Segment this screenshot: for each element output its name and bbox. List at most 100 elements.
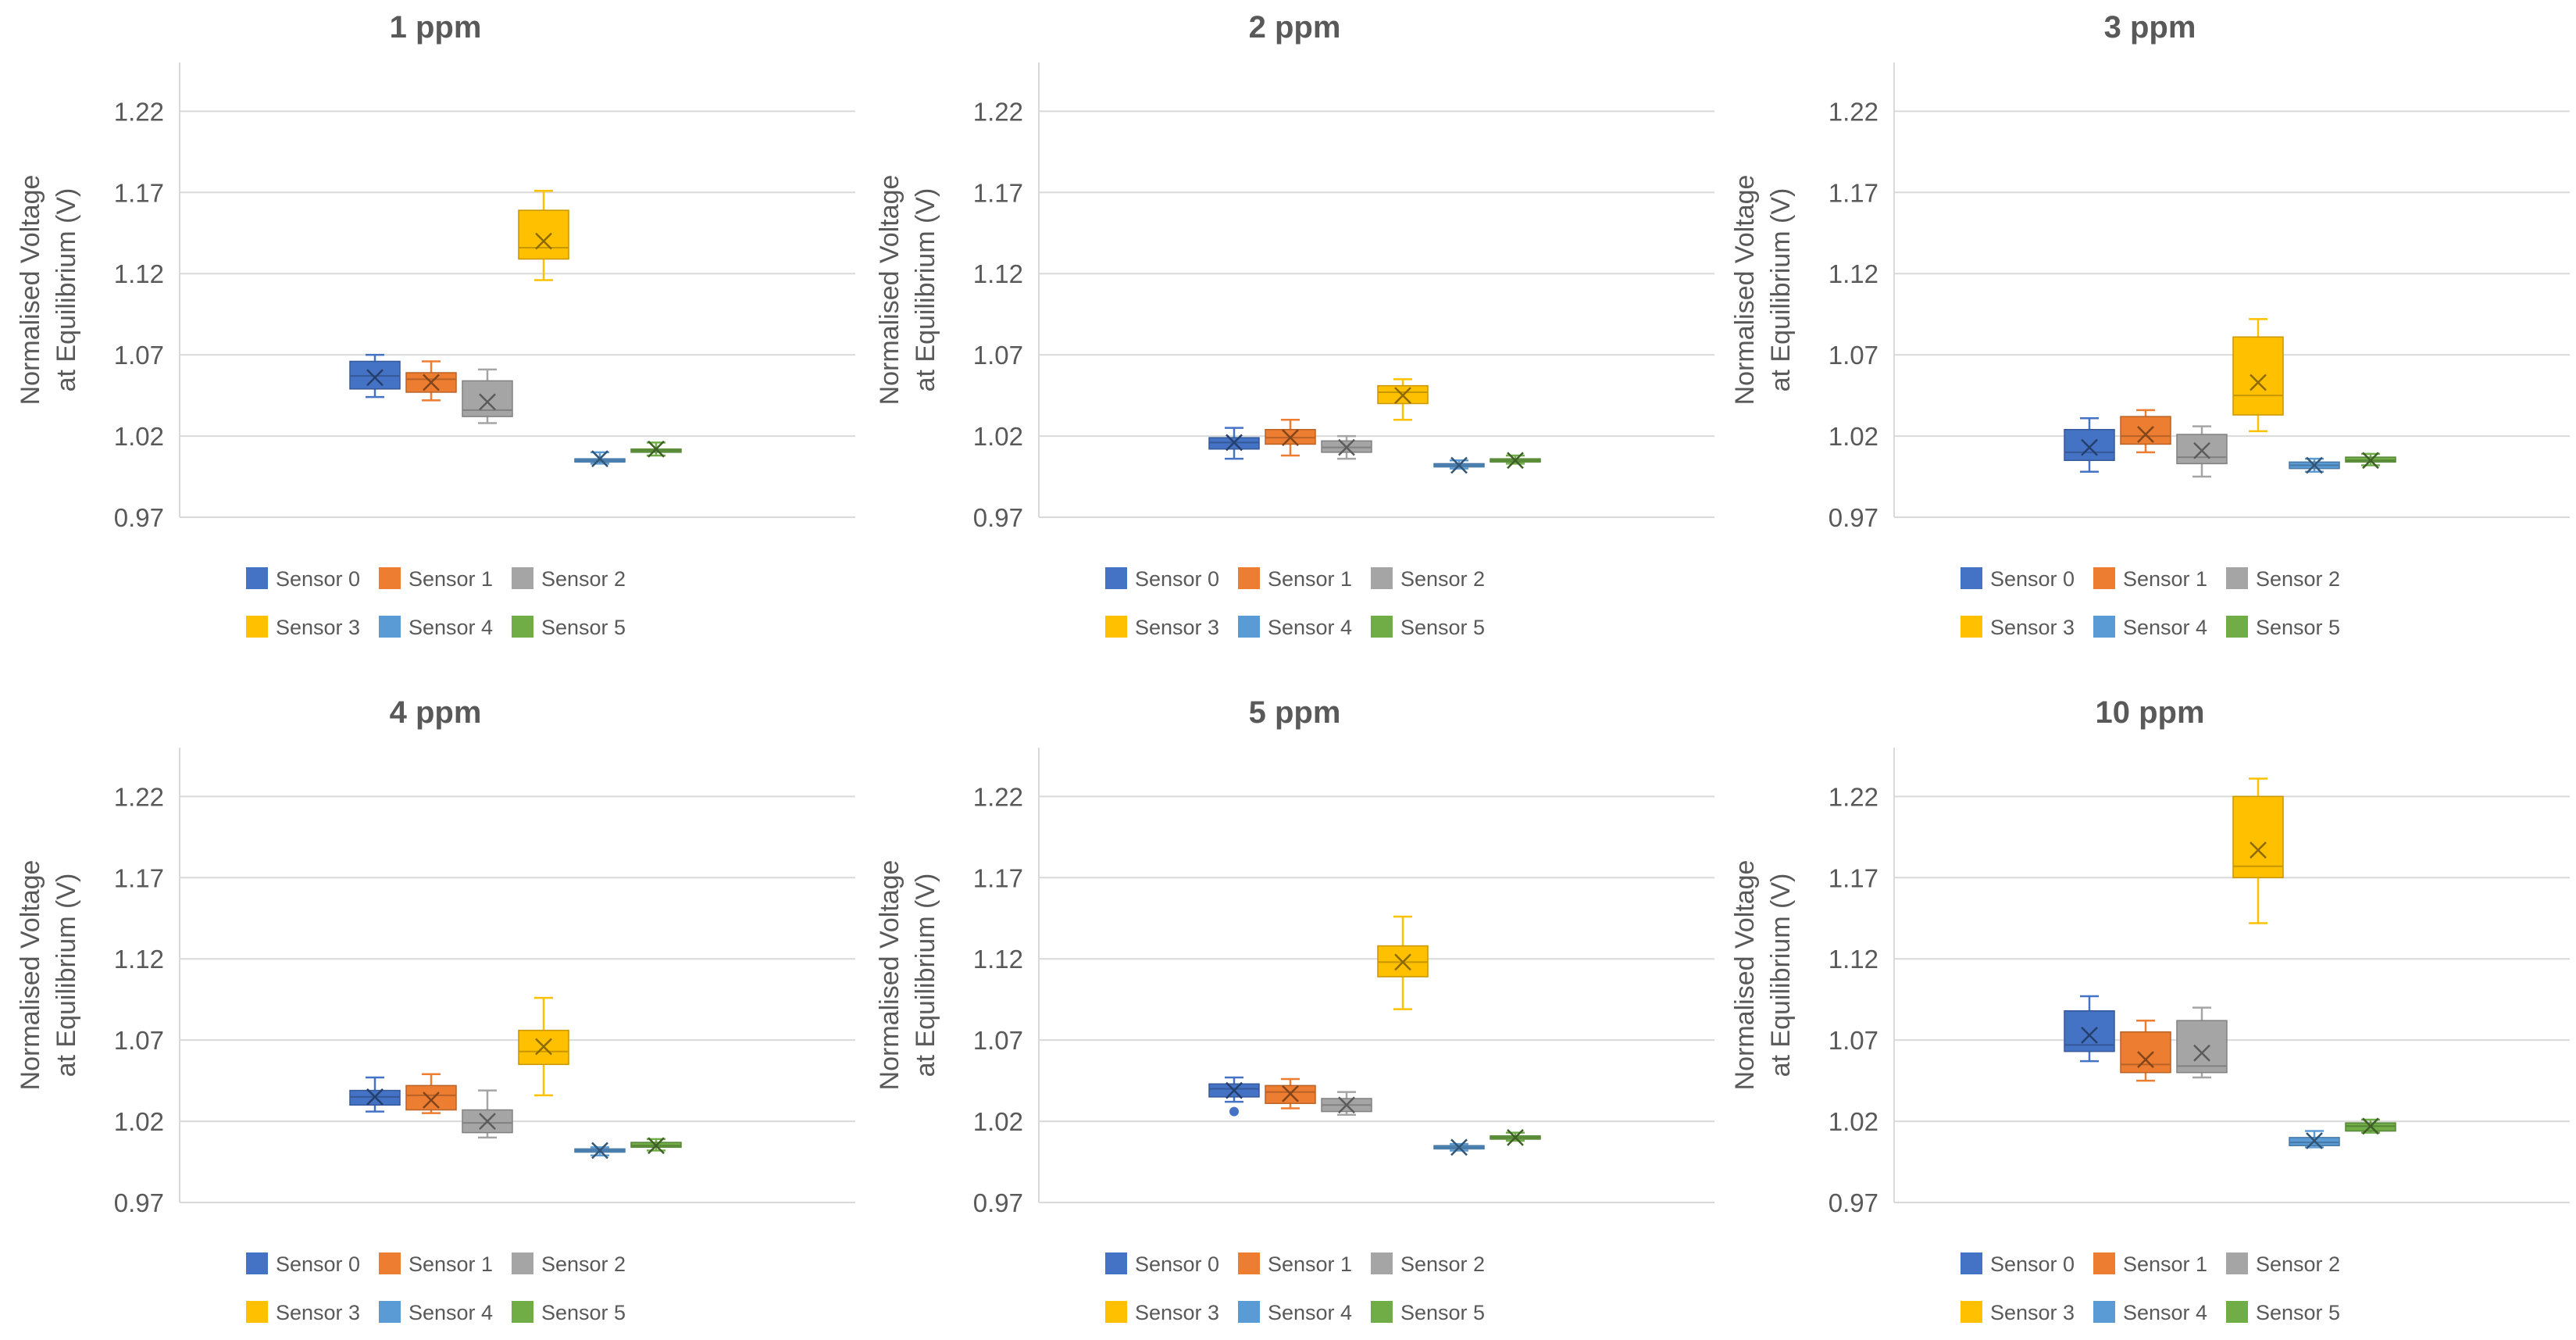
mean-marker-stroke [535,232,552,250]
y-axis-label-line1: Normalised Voltage [1730,175,1760,406]
box-sensor-2 [1321,434,1372,460]
y-axis-label: Normalised Voltage at Equilibrium (V) [1730,175,1796,406]
legend-label: Sensor 4 [2123,616,2207,639]
mean-marker-stroke [366,369,384,387]
legend: Sensor 0 Sensor 1 Sensor 2 Sensor 3 Sensor 4… [246,1252,626,1324]
legend-label: Sensor 5 [2256,1301,2340,1324]
y-tick-label: 1.12 [973,259,1023,288]
legend-item: Sensor 2 [2226,1252,2340,1276]
legend-item: Sensor 4 [1238,616,1352,639]
y-tick-label: 1.22 [973,782,1023,811]
legend-swatch [1105,616,1127,638]
legend-swatch [1105,1252,1127,1274]
y-tick-label: 1.17 [114,178,164,207]
outlier-point [1229,1106,1239,1117]
mean-marker [2306,456,2323,474]
box-sensor-4 [1433,456,1485,474]
y-tick-label: 1.02 [1829,422,1878,451]
y-tick-label: 1.02 [114,1107,164,1136]
y-tick-label: 1.02 [973,422,1023,451]
legend-swatch [2226,616,2248,638]
y-tick-label: 0.97 [973,503,1023,532]
chart-title: 2 ppm [1249,10,1341,45]
legend-item: Sensor 4 [2093,616,2207,639]
legend-item: Sensor 1 [1238,567,1352,591]
mean-marker-stroke [366,1088,384,1106]
mean-marker-stroke [1282,429,1299,447]
legend-label: Sensor 1 [2123,567,2207,591]
legend-item: Sensor 1 [379,1252,493,1276]
chart-title: 4 ppm [390,695,482,730]
y-axis-label-line1: Normalised Voltage [875,860,904,1091]
box-sensor-1 [1265,419,1316,457]
legend-swatch [2226,1301,2248,1323]
mean-marker [479,1113,496,1130]
box-iqr [2232,795,2284,879]
mean-marker-stroke [535,1038,552,1056]
mean-marker [2362,1117,2379,1135]
chart-title: 5 ppm [1249,695,1341,730]
mean-marker [2250,373,2267,391]
mean-marker [1282,429,1299,447]
legend-item: Sensor 5 [2226,1301,2340,1324]
y-axis-label-line2: at Equilibrium (V) [911,188,940,392]
mean-marker [648,1137,665,1155]
y-tick-label: 1.12 [1829,259,1878,288]
box-sensor-2 [2176,1006,2228,1079]
y-tick-label: 1.17 [114,863,164,892]
mean-marker [2137,426,2154,443]
mean-marker [2193,441,2210,459]
mean-marker-stroke [2081,1027,2098,1044]
box-sensor-5 [1490,1128,1541,1146]
mean-marker-stroke [2306,456,2323,474]
box-sensor-4 [2289,456,2340,474]
y-tick-label: 0.97 [1829,1188,1878,1217]
y-axis-label: Normalised Voltage at Equilibrium (V) [875,175,940,406]
mean-marker-stroke [423,1092,440,1109]
legend-item: Sensor 0 [1105,1252,1219,1276]
legend-item: Sensor 5 [1371,616,1485,639]
legend: Sensor 0 Sensor 1 Sensor 2 Sensor 3 Sensor 4… [1961,567,2340,639]
legend-swatch [2093,616,2115,638]
mean-marker [2306,1132,2323,1149]
legend-swatch [1371,567,1393,589]
mean-marker-stroke [648,1137,665,1155]
mean-marker-stroke [1450,456,1468,474]
legend-label: Sensor 4 [2123,1301,2207,1324]
box-iqr [518,209,569,260]
box-iqr [462,380,513,417]
legend: Sensor 0 Sensor 1 Sensor 2 Sensor 3 Sensor 4… [1961,1252,2340,1324]
legend-swatch [2226,567,2248,589]
legend-label: Sensor 3 [276,616,360,639]
legend-label: Sensor 4 [409,616,493,639]
legend-item: Sensor 0 [1105,567,1219,591]
legend-item: Sensor 2 [1371,1252,1485,1276]
legend-swatch [1238,1252,1260,1274]
box-iqr [2120,1031,2171,1074]
box-sensor-5 [2345,1117,2396,1135]
y-tick-label: 0.97 [114,1188,164,1217]
box-sensor-4 [574,450,626,468]
legend-swatch [512,567,533,589]
box-sensor-3 [518,996,569,1097]
legend-item: Sensor 5 [1371,1301,1485,1324]
y-tick-label: 1.07 [114,1026,164,1055]
mean-marker [1282,1085,1299,1102]
legend-swatch [1371,616,1393,638]
mean-marker-stroke [1507,1128,1524,1146]
legend-item: Sensor 3 [1961,1301,2075,1324]
y-axis-label-line2: at Equilibrium (V) [1766,874,1796,1077]
y-axis-label-line1: Normalised Voltage [16,860,45,1091]
legend-label: Sensor 2 [2256,567,2340,591]
legend-item: Sensor 4 [1238,1301,1352,1324]
box-sensor-3 [518,189,569,281]
mean-marker [1226,1081,1243,1099]
y-tick-label: 1.02 [1829,1107,1878,1136]
legend-swatch [2226,1252,2248,1274]
y-tick-label: 1.22 [973,97,1023,126]
y-axis-label-line1: Normalised Voltage [16,175,45,406]
mean-marker [1338,438,1355,456]
legend-item: Sensor 1 [379,567,493,591]
mean-marker-stroke [1394,953,1411,971]
